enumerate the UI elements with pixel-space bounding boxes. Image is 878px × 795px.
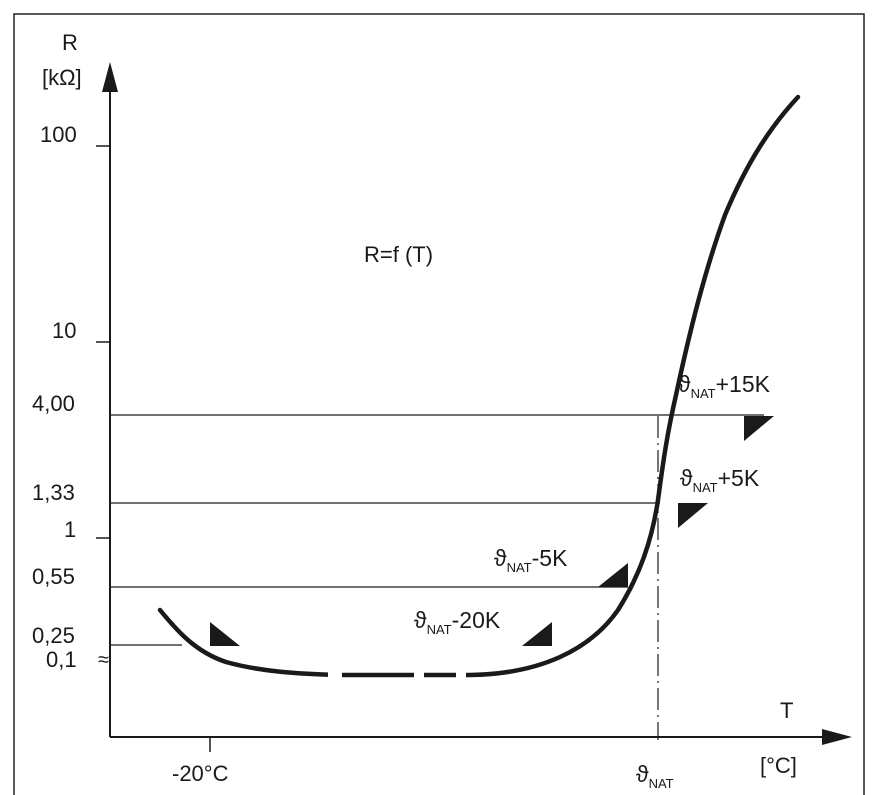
chart-frame (13, 13, 865, 795)
y-tick-label: 100 (40, 122, 77, 147)
y-tick-label: 1 (64, 517, 76, 542)
y-tick-10: 10 (52, 318, 110, 343)
y-tick-label: 0,1 (46, 647, 77, 672)
y-tick-4: 4,00 (32, 391, 75, 416)
y-tick-1-33: 1,33 (32, 480, 75, 505)
x-axis-symbol: T (780, 698, 793, 723)
y-tick-label: 0,55 (32, 564, 75, 589)
annotation-nat-minus-20k: ϑNAT-20K (414, 607, 501, 637)
resistance-curve (157, 94, 801, 678)
axis-break-symbol: ≈ (98, 649, 109, 671)
y-tick-0-25: 0,25 (32, 623, 75, 648)
marker-triangle (598, 563, 628, 587)
annotation-nat-minus-5k: ϑNAT-5K (494, 545, 568, 575)
y-axis-symbol: R (62, 30, 78, 55)
marker-triangle (744, 416, 774, 441)
y-tick-label: 4,00 (32, 391, 75, 416)
y-axis-unit: [kΩ] (42, 65, 82, 90)
y-axis-arrow (102, 62, 118, 92)
x-axis-arrow (822, 729, 852, 745)
y-tick-0-1: 0,1 (46, 647, 77, 672)
x-axis-unit: [°C] (760, 753, 797, 778)
curve-gap (414, 666, 424, 682)
y-tick-label: 0,25 (32, 623, 75, 648)
y-tick-1: 1 (64, 517, 110, 542)
y-tick-100: 100 (40, 122, 110, 147)
y-tick-0-55: 0,55 (32, 564, 75, 589)
marker-triangle (678, 503, 708, 528)
formula-label: R=f (T) (364, 242, 433, 267)
marker-triangle (210, 622, 240, 646)
x-tick-label-nat: ϑNAT (636, 761, 674, 791)
annotation-nat-plus-15k: ϑNAT+15K (678, 371, 771, 401)
x-tick-label-minus20: -20°C (172, 761, 229, 786)
curve-gap (328, 666, 342, 682)
marker-triangle (522, 622, 552, 646)
curve-gap (456, 666, 466, 682)
annotation-nat-plus-5k: ϑNAT+5K (680, 465, 760, 495)
y-tick-label: 1,33 (32, 480, 75, 505)
y-tick-label: 10 (52, 318, 76, 343)
